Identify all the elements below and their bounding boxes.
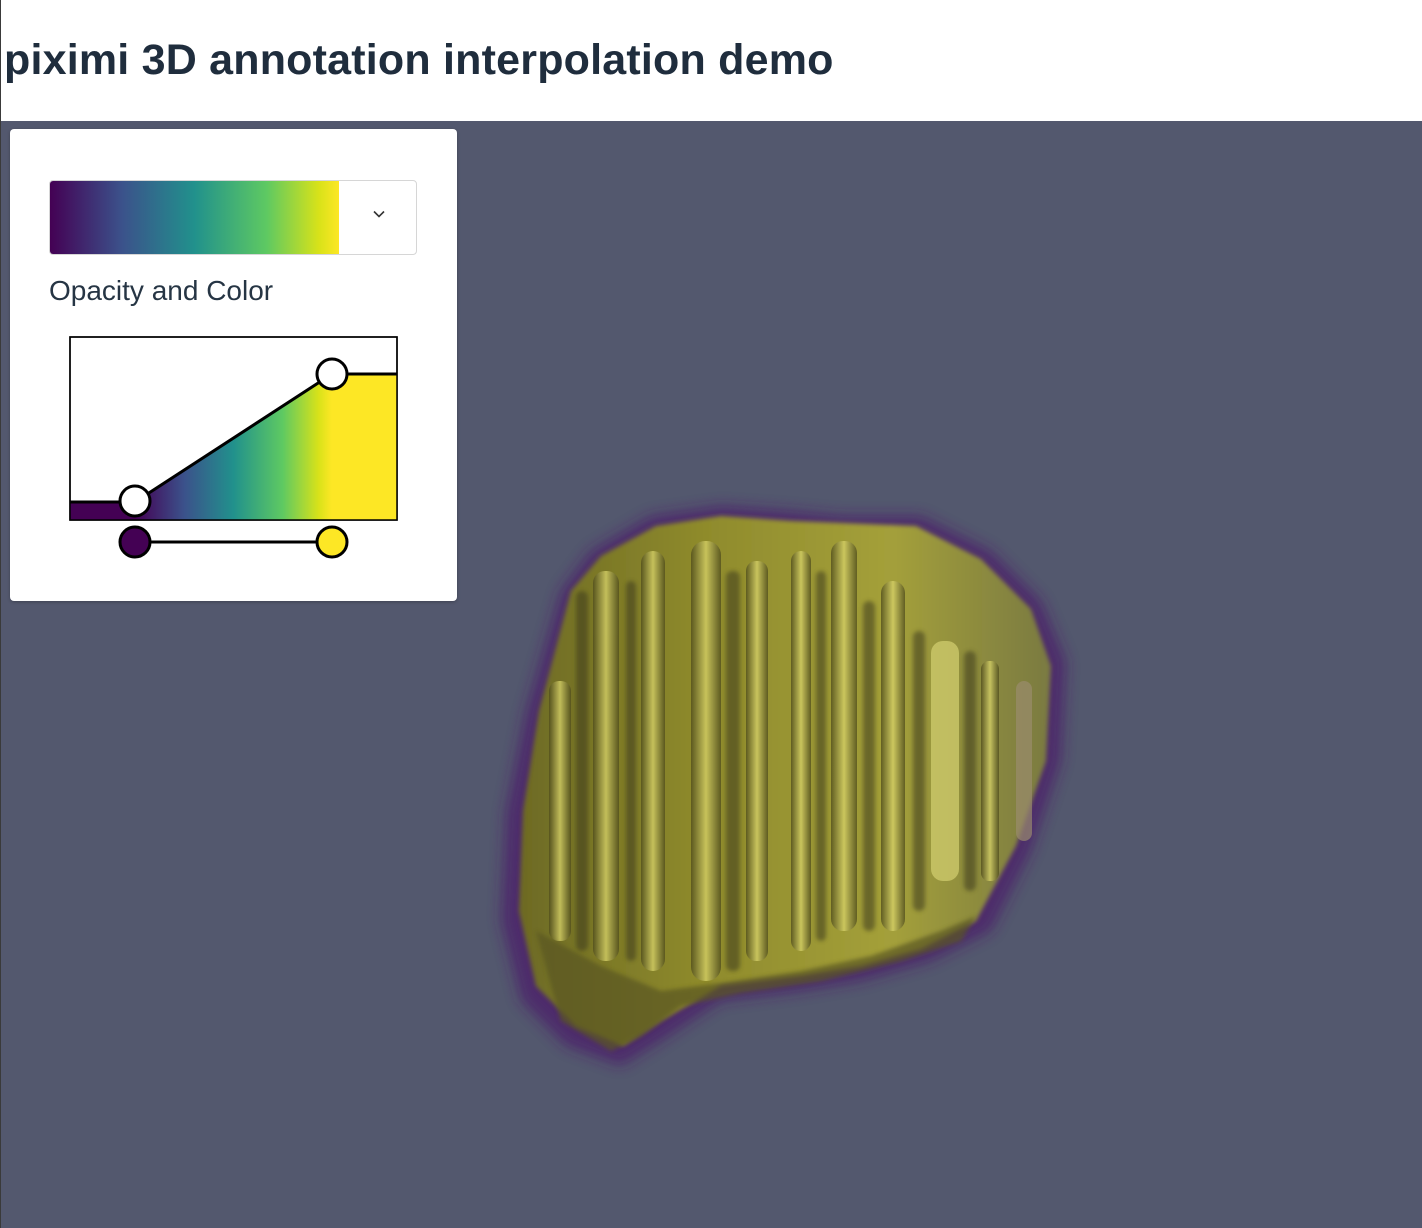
colormap-preset-select[interactable] <box>49 180 417 255</box>
rendering-controls-panel: Opacity and Color <box>10 129 457 601</box>
chevron-down-icon <box>373 210 385 218</box>
volume-bottom-edge <box>536 916 976 1051</box>
opacity-fill-area <box>70 374 397 520</box>
volume-shadows <box>576 571 976 971</box>
volume-ribs <box>549 541 1032 981</box>
volume-render-viewport[interactable] <box>1 121 1422 1228</box>
opacity-curve <box>70 372 397 504</box>
volume-rendering[interactable] <box>1 121 1422 1228</box>
color-range-max-handle[interactable] <box>315 525 349 559</box>
transfer-function-editor[interactable] <box>10 129 457 601</box>
page-title: piximi 3D annotation interpolation demo <box>4 36 834 84</box>
colormap-swatch <box>50 181 339 254</box>
opacity-point-handle[interactable] <box>315 357 349 391</box>
opacity-point-handle[interactable] <box>118 484 152 518</box>
color-range-min-handle[interactable] <box>118 525 152 559</box>
opacity-color-label: Opacity and Color <box>49 275 274 306</box>
page-header: piximi 3D annotation interpolation demo <box>1 0 1422 121</box>
